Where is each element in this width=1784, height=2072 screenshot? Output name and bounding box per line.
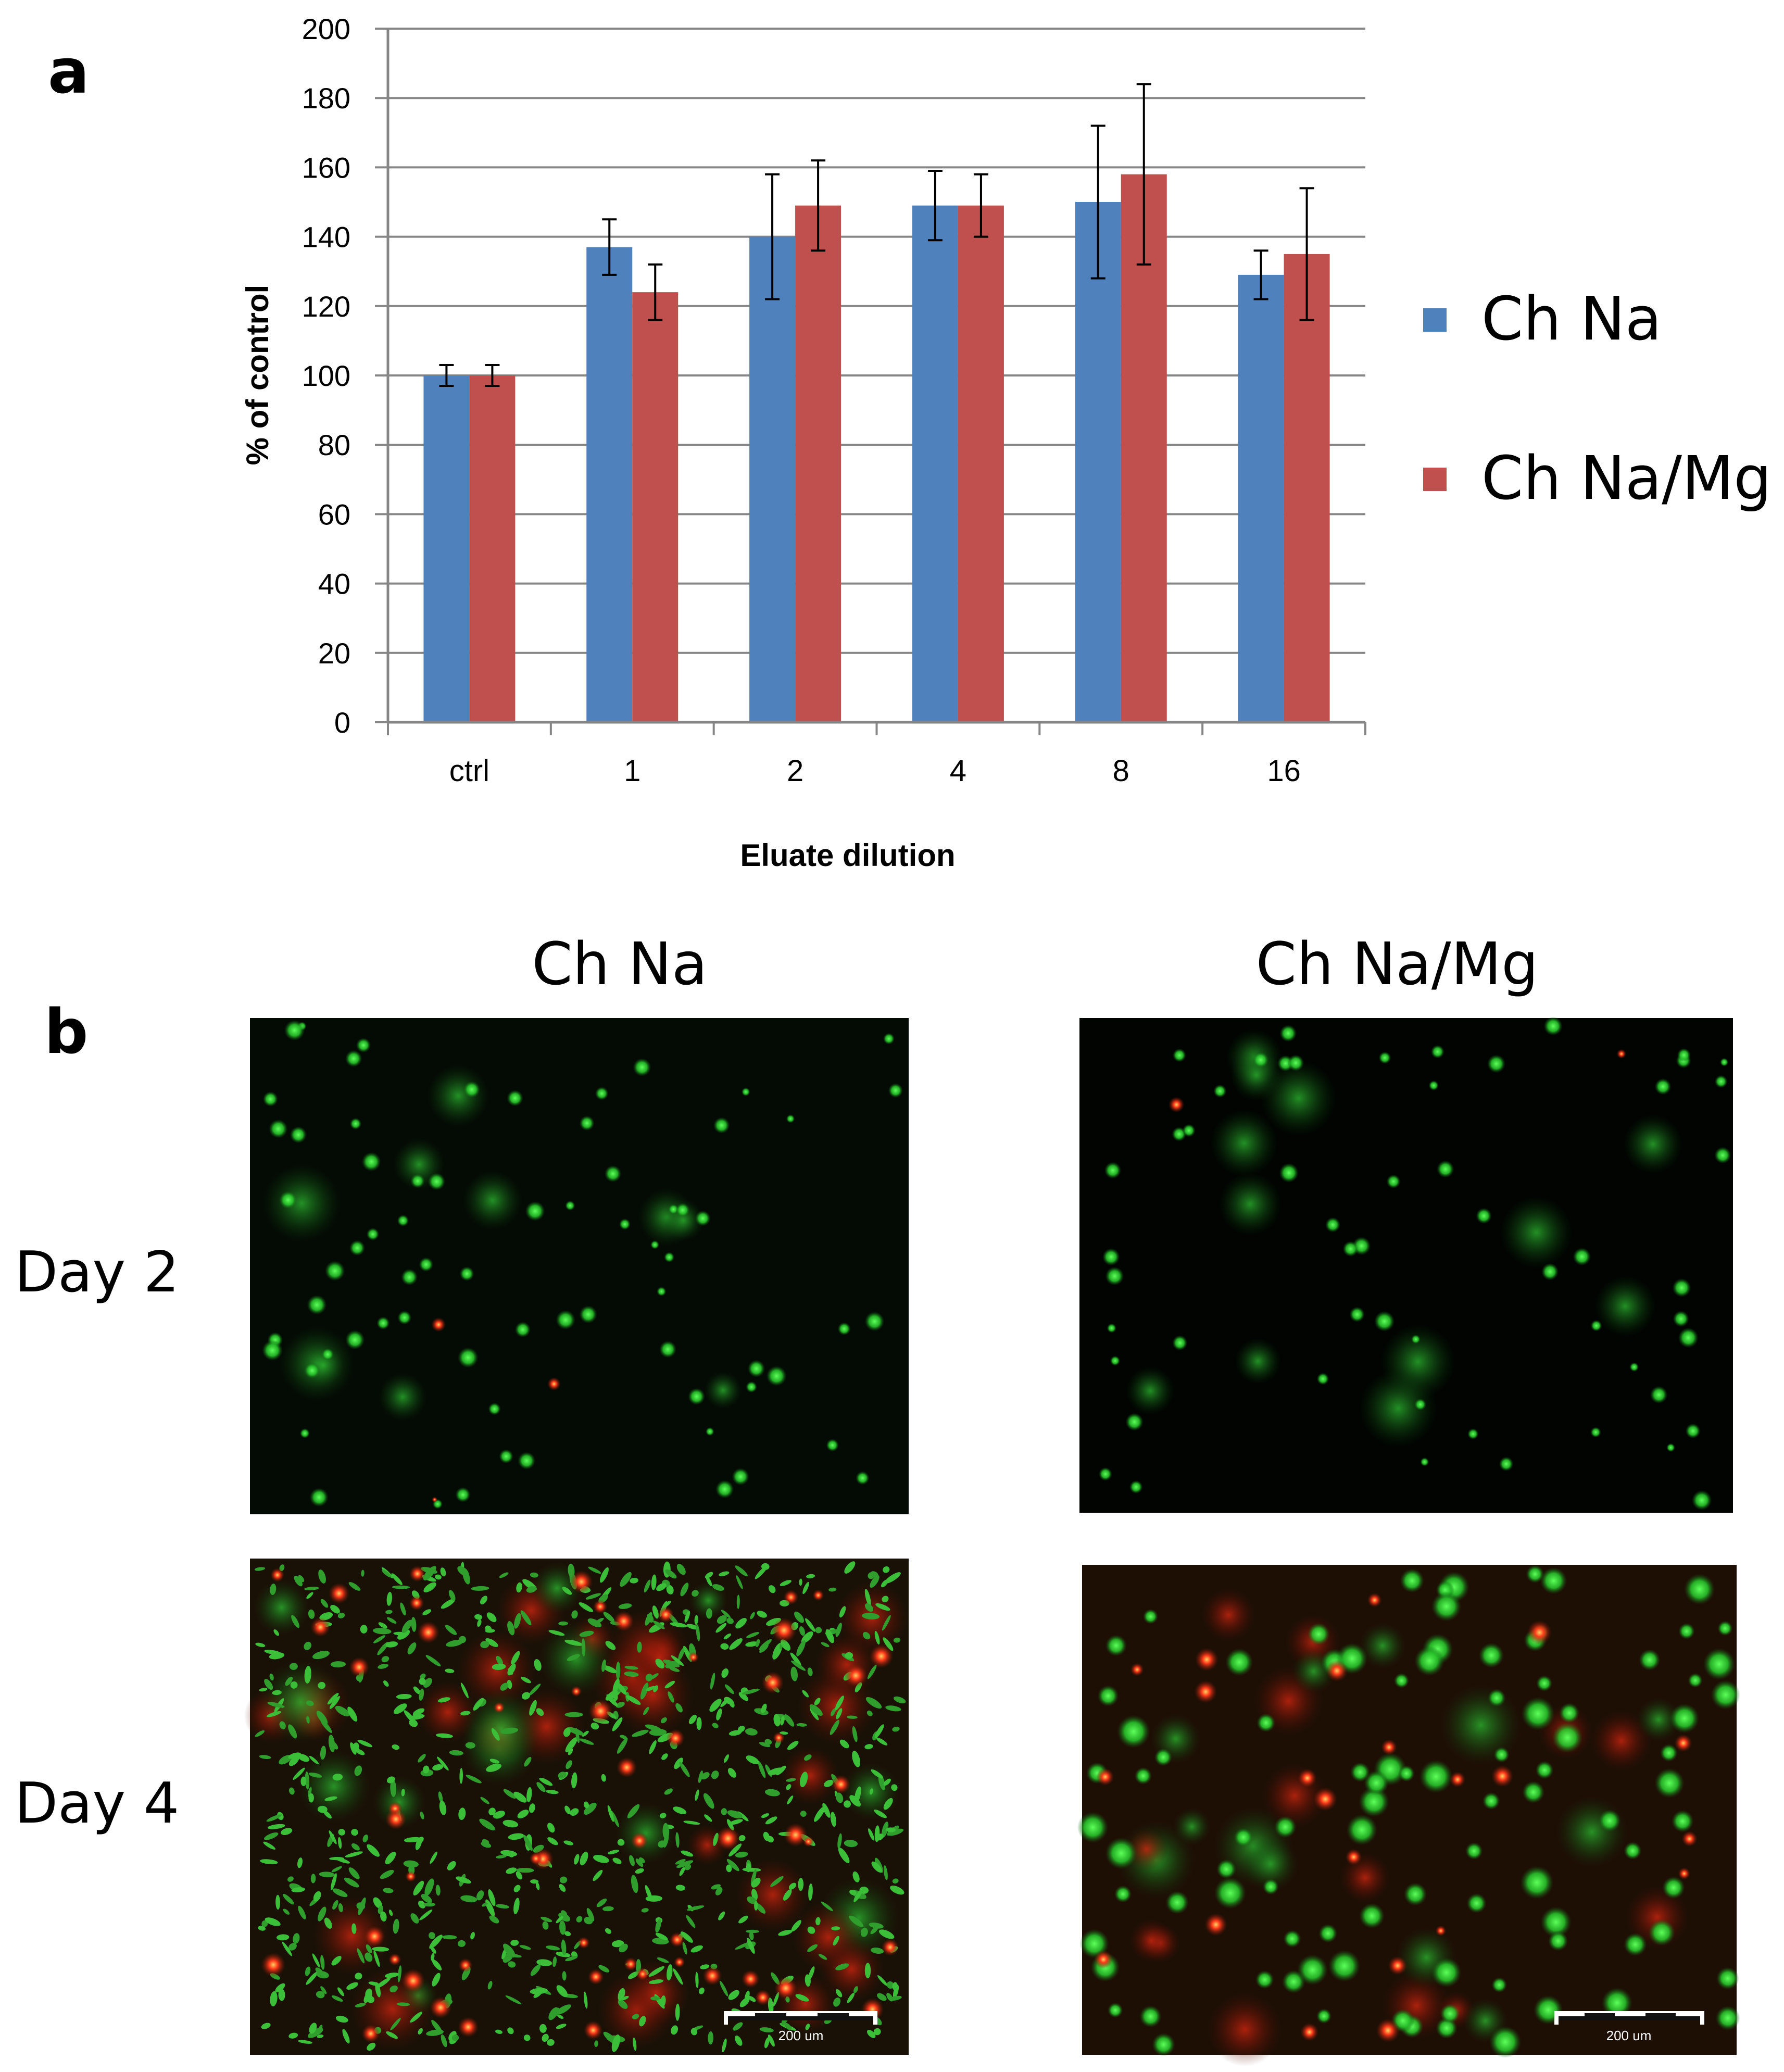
micrograph-ch-na-mg-day-2 bbox=[1079, 1016, 1733, 1513]
bar-ch-na-8 bbox=[1075, 202, 1121, 722]
y-tick-label-0: 0 bbox=[334, 706, 350, 739]
micrograph-ch-na-day-2 bbox=[250, 1018, 909, 1514]
x-tick-label-ctrl: ctrl bbox=[449, 754, 489, 788]
scale-bar-ch-na-mg-day-4: 200 um bbox=[1554, 2011, 1704, 2043]
micrograph-ch-na-day-4 bbox=[244, 1559, 909, 2055]
bar-ch-na-2 bbox=[749, 236, 796, 723]
row-label-day-4: Day 4 bbox=[15, 1771, 179, 1836]
panel-b-letter: b bbox=[44, 996, 88, 1068]
y-tick-label-80: 80 bbox=[318, 429, 350, 461]
error-bar-ch-na-mg-4 bbox=[973, 173, 988, 238]
row-label-day-2: Day 2 bbox=[15, 1240, 179, 1305]
bar-ch-na-mg-2 bbox=[795, 205, 841, 722]
error-bar-ch-na-8 bbox=[1090, 124, 1105, 280]
x-axis-ticks: ctrl 1 2 4 8 16 bbox=[387, 722, 1366, 788]
x-tick-label-2: 2 bbox=[787, 754, 803, 788]
scale-bar-label: 200 um bbox=[778, 2028, 824, 2043]
x-tick-label-1: 1 bbox=[624, 754, 640, 788]
bar-ch-na-4 bbox=[912, 205, 958, 722]
bar-ch-na-1 bbox=[586, 247, 633, 723]
error-bar-ch-na-mg-ctrl bbox=[485, 364, 500, 387]
legend-label-ch-na-mg: Ch Na/Mg bbox=[1481, 444, 1772, 513]
error-bar-ch-na-ctrl bbox=[439, 364, 454, 387]
legend-label-ch-na: Ch Na bbox=[1481, 284, 1662, 354]
x-tick-label-4: 4 bbox=[950, 754, 966, 788]
bar-ch-na-mg-4 bbox=[958, 205, 1004, 722]
micrograph-ch-na-mg-day-4 bbox=[1077, 1565, 1740, 2067]
bar-ch-na-mg-8 bbox=[1121, 174, 1167, 723]
error-bar-ch-na-1 bbox=[602, 218, 617, 276]
error-bar-ch-na-2 bbox=[765, 173, 780, 300]
y-tick-label-60: 60 bbox=[318, 498, 350, 531]
x-tick-label-8: 8 bbox=[1113, 754, 1129, 788]
error-bar-ch-na-mg-2 bbox=[811, 159, 826, 252]
y-tick-label-180: 180 bbox=[302, 82, 350, 115]
bars bbox=[423, 174, 1330, 723]
scale-bar-label: 200 um bbox=[1606, 2028, 1652, 2043]
legend-swatch-ch-na-mg bbox=[1423, 468, 1447, 491]
error-bar-ch-na-mg-8 bbox=[1136, 83, 1151, 266]
bar-ch-na-mg-16 bbox=[1284, 254, 1330, 722]
y-axis-ticks: 0 20 40 60 80 100 120 140 160 180 200 bbox=[302, 12, 388, 739]
y-tick-label-160: 160 bbox=[302, 151, 350, 184]
x-axis-label: Eluate dilution bbox=[740, 838, 955, 873]
y-tick-label-140: 140 bbox=[302, 221, 350, 254]
column-header-ch-na-mg: Ch Na/Mg bbox=[1256, 931, 1539, 998]
column-header-ch-na: Ch Na bbox=[532, 931, 707, 998]
y-tick-label-200: 200 bbox=[302, 12, 350, 45]
x-tick-label-16: 16 bbox=[1267, 754, 1301, 788]
bar-chart: 0 20 40 60 80 100 120 140 160 180 200 ctrl 1 2 4 8 16 %… bbox=[240, 12, 1772, 873]
error-bar-ch-na-mg-1 bbox=[648, 263, 663, 321]
y-tick-label-40: 40 bbox=[318, 568, 350, 600]
scale-bar-ch-na-day-4: 200 um bbox=[724, 2011, 877, 2043]
legend: Ch Na Ch Na/Mg bbox=[1423, 284, 1772, 513]
y-tick-label-120: 120 bbox=[302, 290, 350, 323]
panel-a-letter: a bbox=[48, 35, 90, 107]
error-bars bbox=[439, 83, 1314, 387]
bar-ch-na-16 bbox=[1238, 274, 1284, 722]
error-bar-ch-na-4 bbox=[927, 170, 943, 242]
y-tick-label-20: 20 bbox=[318, 637, 350, 670]
legend-swatch-ch-na bbox=[1423, 308, 1447, 332]
bar-ch-na-ctrl bbox=[423, 375, 470, 722]
error-bar-ch-na-16 bbox=[1253, 249, 1268, 300]
y-tick-label-100: 100 bbox=[302, 359, 350, 392]
bar-ch-na-mg-ctrl bbox=[469, 375, 516, 722]
error-bar-ch-na-mg-16 bbox=[1299, 187, 1314, 321]
bar-ch-na-mg-1 bbox=[632, 292, 679, 722]
y-axis-label: % of control bbox=[240, 285, 275, 466]
gridlines bbox=[388, 28, 1365, 654]
